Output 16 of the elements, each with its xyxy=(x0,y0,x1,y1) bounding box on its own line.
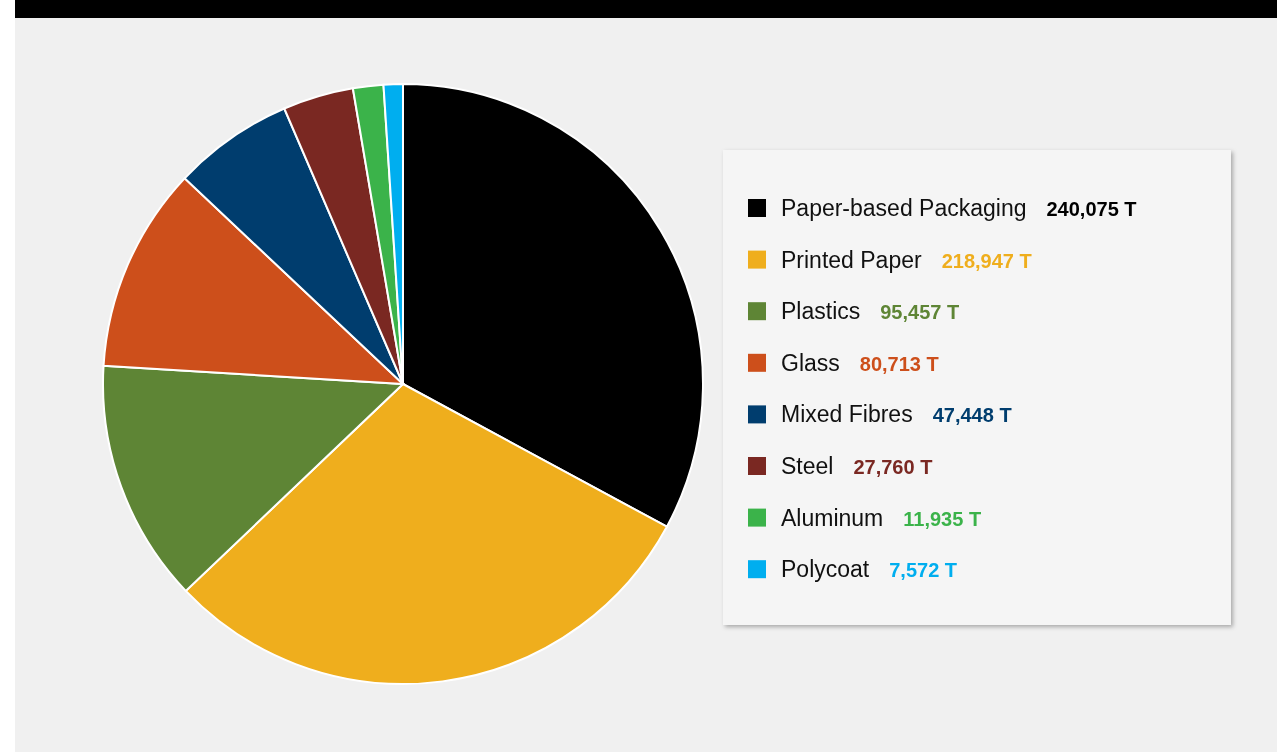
data-label: 218,947 T xyxy=(941,249,1032,272)
data-label: 27,760 T xyxy=(853,456,933,478)
legend-label: Glass xyxy=(781,349,840,376)
data-label: 240,075 T xyxy=(1046,198,1137,220)
data-label: 11,935 T xyxy=(903,507,982,530)
legend-label: Steel xyxy=(781,453,834,479)
data-label: 47,448 T xyxy=(932,404,1012,427)
legend-label: Paper-based Packaging xyxy=(781,195,1027,221)
legend-label: Polycoat xyxy=(781,556,870,583)
legend-label: Mixed Fibres xyxy=(781,401,913,428)
data-label: 95,457 T xyxy=(880,301,960,324)
data-label: 7,572 T xyxy=(889,559,958,582)
legend-label: Plastics xyxy=(781,298,861,325)
legend-label: Aluminum xyxy=(781,504,884,531)
data-label: 80,713 T xyxy=(859,352,939,375)
legend-label: Printed Paper xyxy=(781,246,922,273)
